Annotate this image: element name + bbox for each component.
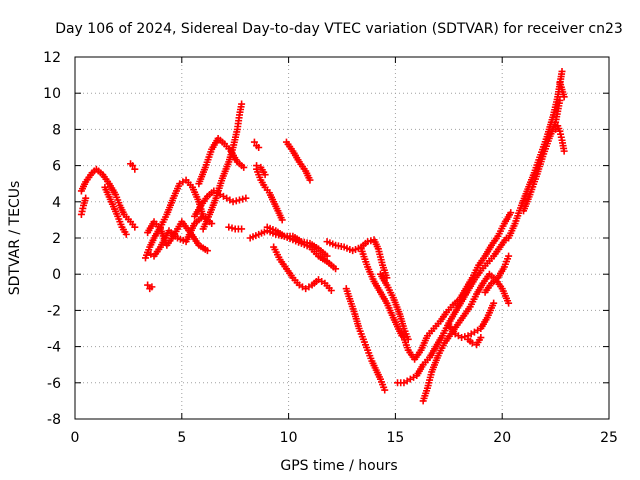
data-point	[306, 176, 314, 184]
x-tick-label: 15	[386, 430, 404, 446]
data-point	[255, 144, 263, 151]
data-point	[148, 283, 156, 291]
data-point	[381, 386, 389, 394]
data-point	[507, 209, 515, 217]
chart-title: Day 106 of 2024, Sidereal Day-to-day VTE…	[55, 21, 623, 37]
y-tick-label: 6	[52, 159, 61, 175]
data-point	[129, 162, 137, 170]
data-point	[505, 252, 513, 260]
y-tick-label: 2	[52, 231, 61, 247]
data-point	[477, 334, 485, 342]
y-tick-label: -6	[47, 376, 61, 392]
data-point	[558, 67, 566, 75]
data-point	[122, 230, 130, 238]
data-point	[261, 171, 269, 179]
x-tick-label: 20	[493, 430, 511, 446]
data-point-interp	[232, 197, 240, 205]
data-point	[235, 196, 243, 204]
data-point	[278, 216, 286, 224]
data-point	[208, 220, 216, 228]
x-tick-label: 10	[280, 430, 298, 446]
data-point	[556, 96, 564, 104]
data-points	[77, 67, 568, 405]
x-axis-label: GPS time / hours	[280, 458, 397, 474]
x-tick-label: 0	[71, 430, 80, 446]
data-point	[505, 299, 513, 307]
axis-ticks: 0 5 10 15 20 25 -8 -6 -4 -2 0 2 4 6 8 10 12	[43, 50, 618, 446]
y-tick-label: -8	[47, 412, 61, 428]
data-point	[238, 225, 246, 233]
x-tick-label: 25	[600, 430, 618, 446]
data-point	[225, 223, 233, 231]
y-tick-label: 8	[52, 122, 61, 138]
y-tick-label: 4	[52, 195, 61, 211]
data-point	[242, 194, 250, 202]
data-point-interp	[228, 224, 236, 232]
data-point	[332, 265, 340, 273]
data-point	[250, 138, 258, 146]
y-tick-label: 10	[43, 86, 61, 102]
data-point	[131, 223, 139, 231]
data-point	[552, 125, 560, 133]
data-point-interp	[367, 237, 375, 245]
x-tick-label: 5	[177, 430, 186, 446]
data-point	[203, 247, 211, 255]
data-point	[560, 147, 568, 155]
data-point	[82, 194, 90, 202]
data-point	[238, 100, 246, 108]
data-point	[240, 163, 248, 171]
y-tick-label: -2	[47, 303, 61, 319]
data-point	[560, 93, 568, 101]
data-point	[131, 165, 139, 173]
data-point	[364, 238, 372, 246]
y-tick-label: 0	[52, 267, 61, 283]
data-point	[327, 286, 335, 294]
y-tick-label: -4	[47, 340, 61, 356]
data-point	[229, 198, 237, 206]
data-point-interp	[239, 195, 247, 203]
y-tick-label: 12	[43, 50, 61, 66]
data-point	[144, 281, 152, 289]
y-axis-label: SDTVAR / TECUs	[7, 181, 23, 296]
data-point	[458, 334, 466, 342]
data-point	[490, 299, 498, 307]
